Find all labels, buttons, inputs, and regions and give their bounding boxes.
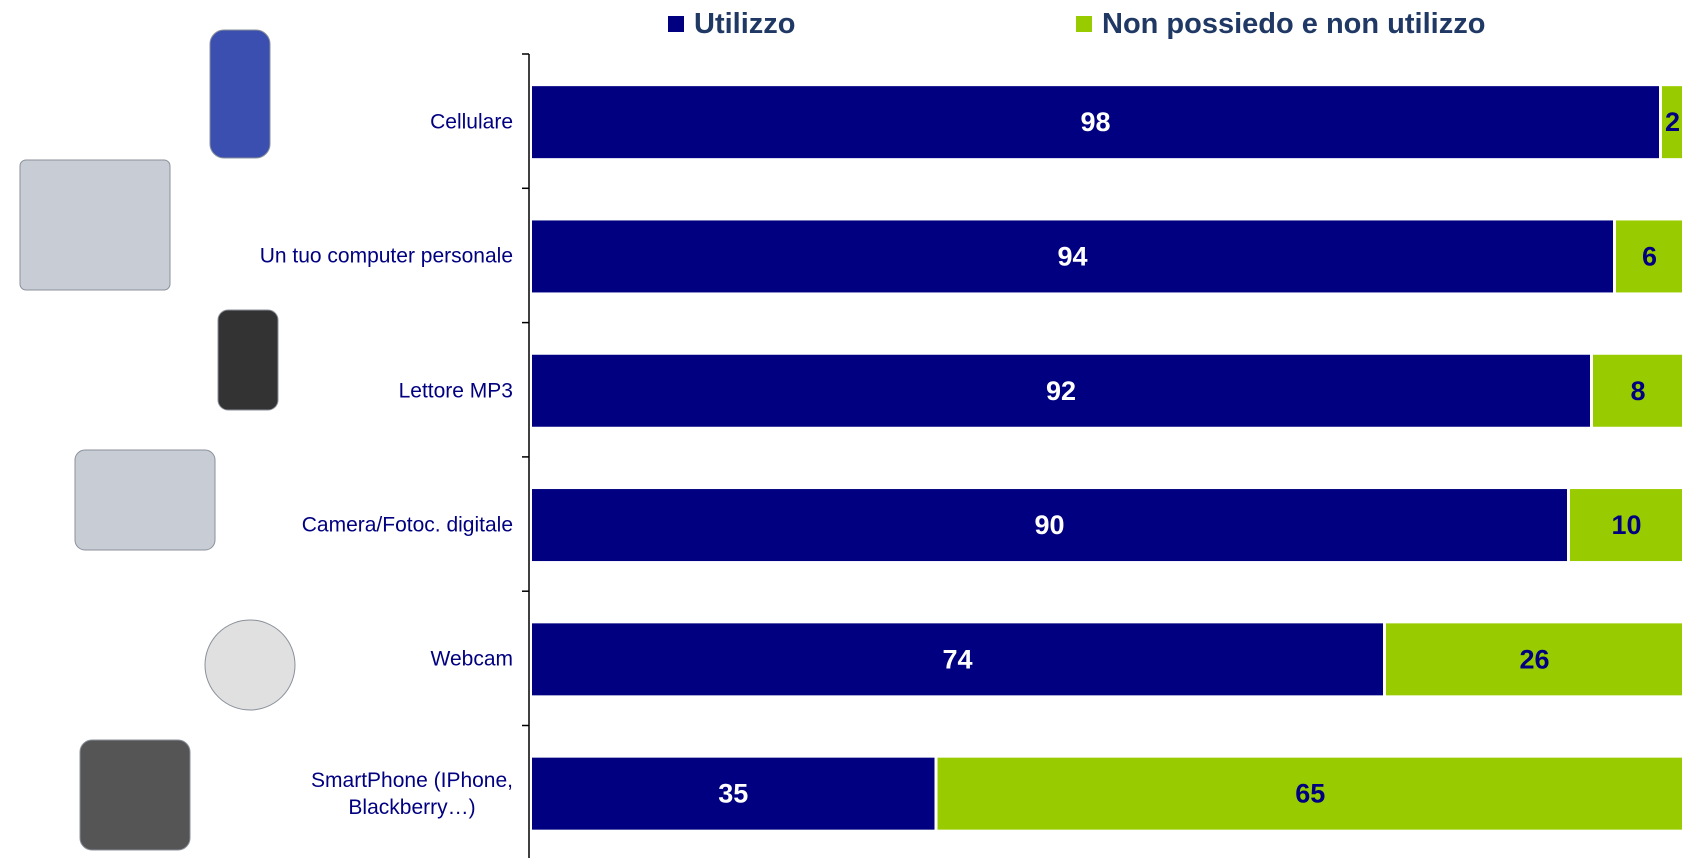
value-label: 35	[718, 779, 748, 809]
bar-segment	[532, 220, 1613, 293]
bar-segment	[1616, 220, 1682, 293]
value-label: 2	[1665, 107, 1680, 137]
legend-swatch	[668, 16, 684, 32]
value-label: 74	[942, 644, 972, 674]
value-label: 8	[1630, 376, 1645, 406]
value-label: 6	[1642, 241, 1657, 271]
category-label: SmartPhone (IPhone, Blackberry…)	[311, 768, 513, 819]
bar-segment	[1662, 86, 1682, 159]
value-label: 98	[1080, 107, 1110, 137]
category-label: Lettore MP3	[398, 379, 513, 403]
value-label: 26	[1519, 644, 1549, 674]
value-label: 92	[1046, 376, 1076, 406]
bar-segment	[532, 489, 1567, 562]
legend-label: Utilizzo	[694, 8, 796, 40]
legend-swatch	[1076, 16, 1092, 32]
value-label: 94	[1057, 241, 1087, 271]
device-icons	[19, 29, 296, 851]
bar-segment	[532, 86, 1659, 159]
value-label: 10	[1611, 510, 1641, 540]
legend-label: Non possiedo e non utilizzo	[1102, 8, 1485, 40]
value-label: 90	[1034, 510, 1064, 540]
bar-segment	[532, 354, 1590, 427]
bar-segment	[1593, 354, 1682, 427]
bar-segment	[532, 757, 935, 830]
bar-segment	[937, 757, 1682, 830]
bar-segment	[1386, 623, 1682, 696]
category-label: Camera/Fotoc. digitale	[301, 513, 513, 537]
category-label: Webcam	[430, 647, 513, 671]
bar-segment	[1570, 489, 1682, 562]
category-label: Cellulare	[430, 110, 513, 134]
bar-segment	[532, 623, 1383, 696]
category-label: Un tuo computer personale	[259, 244, 513, 268]
value-label: 65	[1295, 779, 1325, 809]
